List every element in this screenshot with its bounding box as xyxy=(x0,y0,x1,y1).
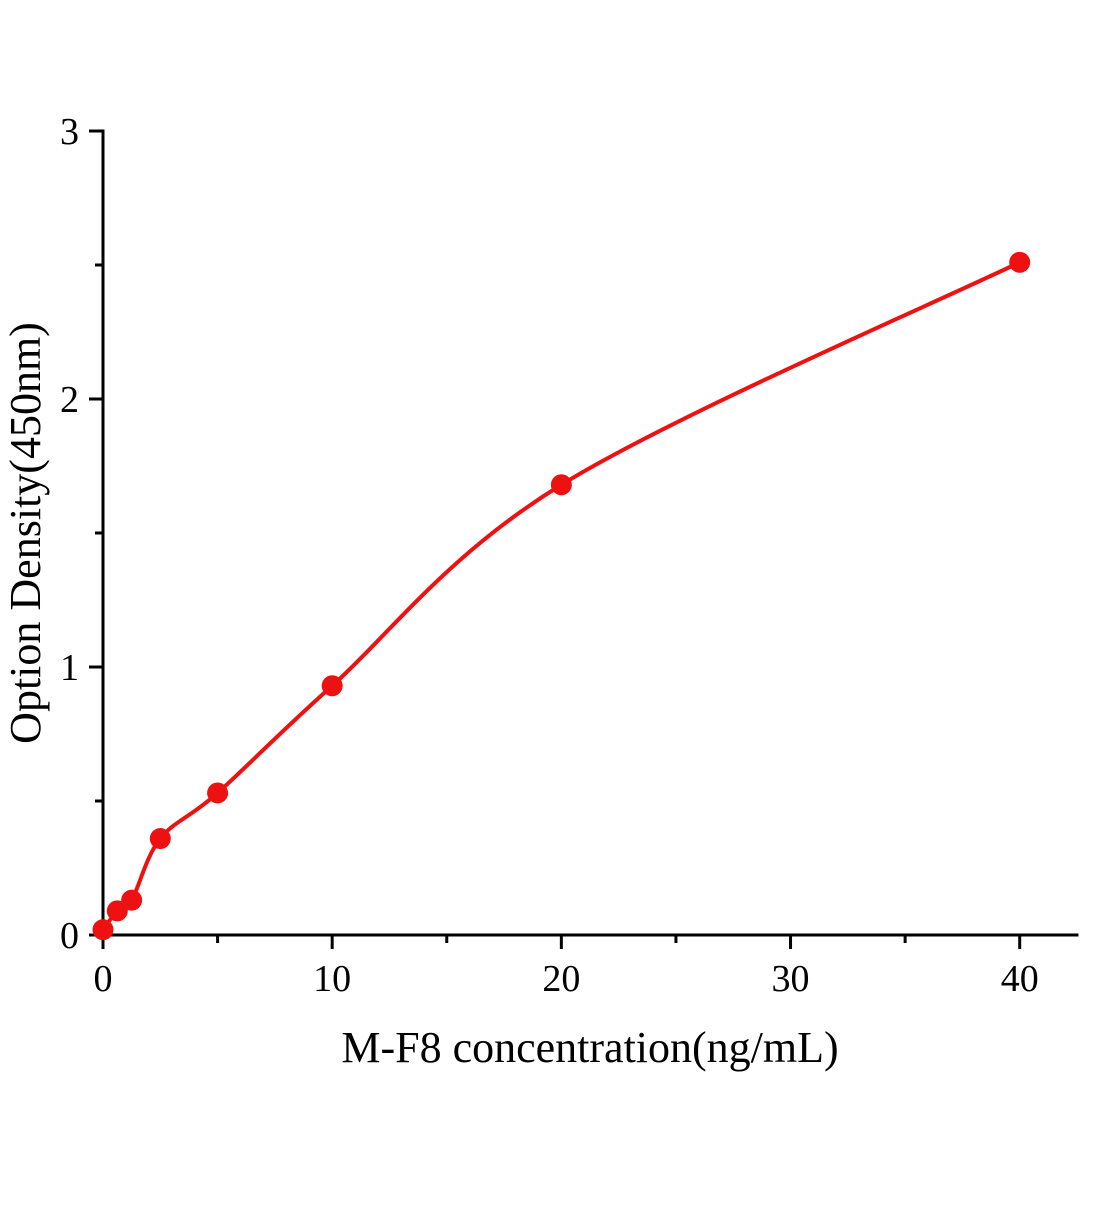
y-tick-label: 2 xyxy=(60,379,79,421)
fit-curve xyxy=(101,260,1022,932)
data-point xyxy=(149,828,171,850)
y-tick-label: 3 xyxy=(60,111,79,153)
x-tick-label: 0 xyxy=(94,958,113,1000)
data-point xyxy=(321,675,343,697)
data-point xyxy=(106,900,128,922)
x-tick-label: 30 xyxy=(772,958,810,1000)
x-tick-label: 10 xyxy=(313,958,351,1000)
data-point xyxy=(121,889,143,911)
x-tick-label: 20 xyxy=(542,958,580,1000)
data-point xyxy=(207,782,229,804)
data-point xyxy=(550,474,572,496)
data-point xyxy=(92,919,114,941)
y-tick-label: 0 xyxy=(60,915,79,957)
data-point xyxy=(1009,251,1031,273)
x-axis-title: M-F8 concentration(ng/mL) xyxy=(341,1023,838,1072)
y-tick-label: 1 xyxy=(60,647,79,689)
x-tick-label: 40 xyxy=(1001,958,1039,1000)
y-axis-title: Option Density(450nm) xyxy=(1,322,50,744)
axes xyxy=(101,129,1079,937)
